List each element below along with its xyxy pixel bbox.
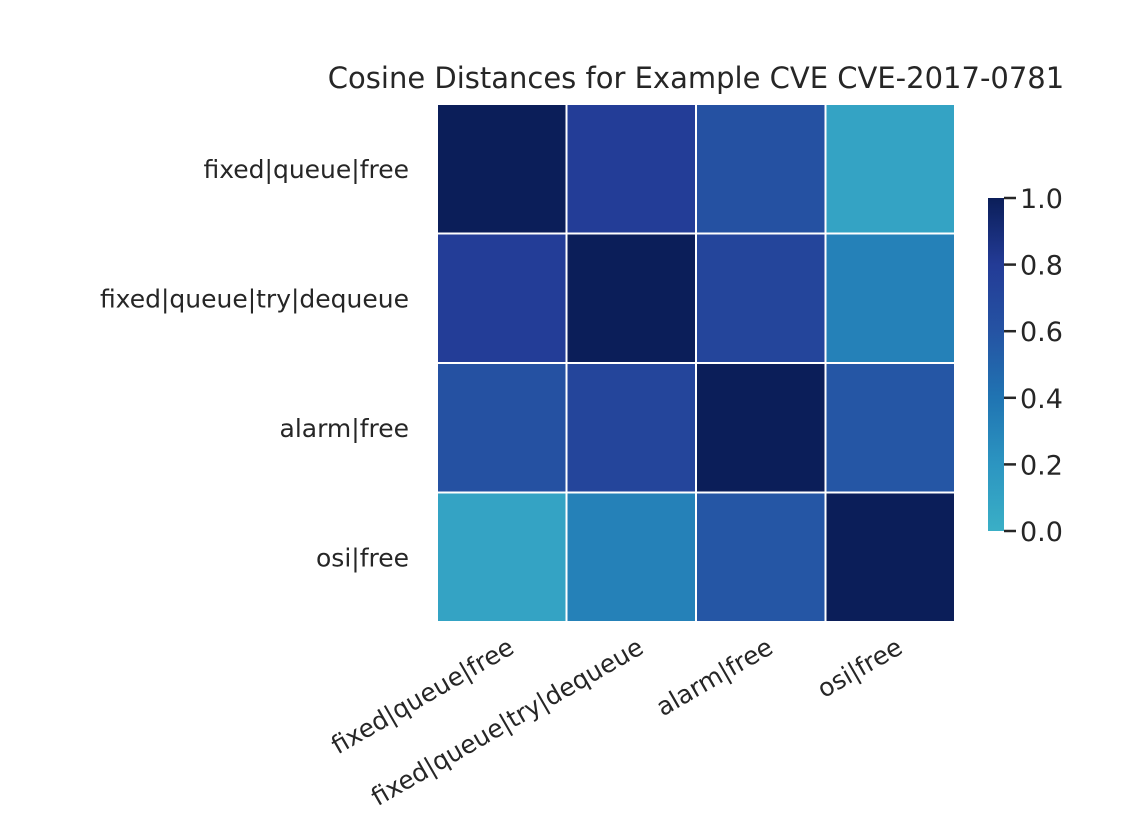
colorbar-tick-label: 0.0 <box>1020 517 1063 548</box>
heatmap-cell <box>824 491 956 623</box>
heatmap-cell <box>436 491 568 623</box>
heatmap-cell <box>565 362 697 494</box>
y-tick-label: alarm|free <box>280 414 410 443</box>
heatmap-cell <box>565 103 697 235</box>
y-tick-label: osi|free <box>316 543 409 572</box>
colorbar-tick-label: 1.0 <box>1020 184 1063 215</box>
y-tick-labels: fixed|queue|free fixed|queue|try|dequeue a… <box>100 155 409 573</box>
heatmap-cell <box>436 362 568 494</box>
heatmap-cell <box>824 362 956 494</box>
y-tick-label: fixed|queue|free <box>204 155 409 184</box>
heatmap-cell <box>436 103 568 235</box>
x-tick-label: alarm|free <box>651 632 778 722</box>
y-tick-label: fixed|queue|try|dequeue <box>100 284 409 313</box>
colorbar-ticks: 0.0 0.2 0.4 0.6 0.8 1.0 <box>1004 184 1063 548</box>
heatmap-cell <box>695 491 827 623</box>
colorbar-tick-label: 0.4 <box>1020 384 1063 415</box>
heatmap-cell <box>824 103 956 235</box>
chart-title: Cosine Distances for Example CVE CVE-201… <box>328 61 1064 95</box>
heatmap-cell <box>565 491 697 623</box>
heatmap-cell <box>824 232 956 364</box>
colorbar-tick-label: 0.6 <box>1020 317 1063 348</box>
heatmap-cells <box>436 103 956 623</box>
heatmap-cell <box>695 362 827 494</box>
colorbar-tick-label: 0.2 <box>1020 450 1063 481</box>
colorbar <box>988 198 1004 531</box>
colorbar-tick-label: 0.8 <box>1020 251 1063 282</box>
heatmap-cell <box>695 232 827 364</box>
heatmap-cell <box>565 232 697 364</box>
x-tick-label: osi|free <box>812 632 907 704</box>
heatmap-cell <box>695 103 827 235</box>
heatmap-cell <box>436 232 568 364</box>
